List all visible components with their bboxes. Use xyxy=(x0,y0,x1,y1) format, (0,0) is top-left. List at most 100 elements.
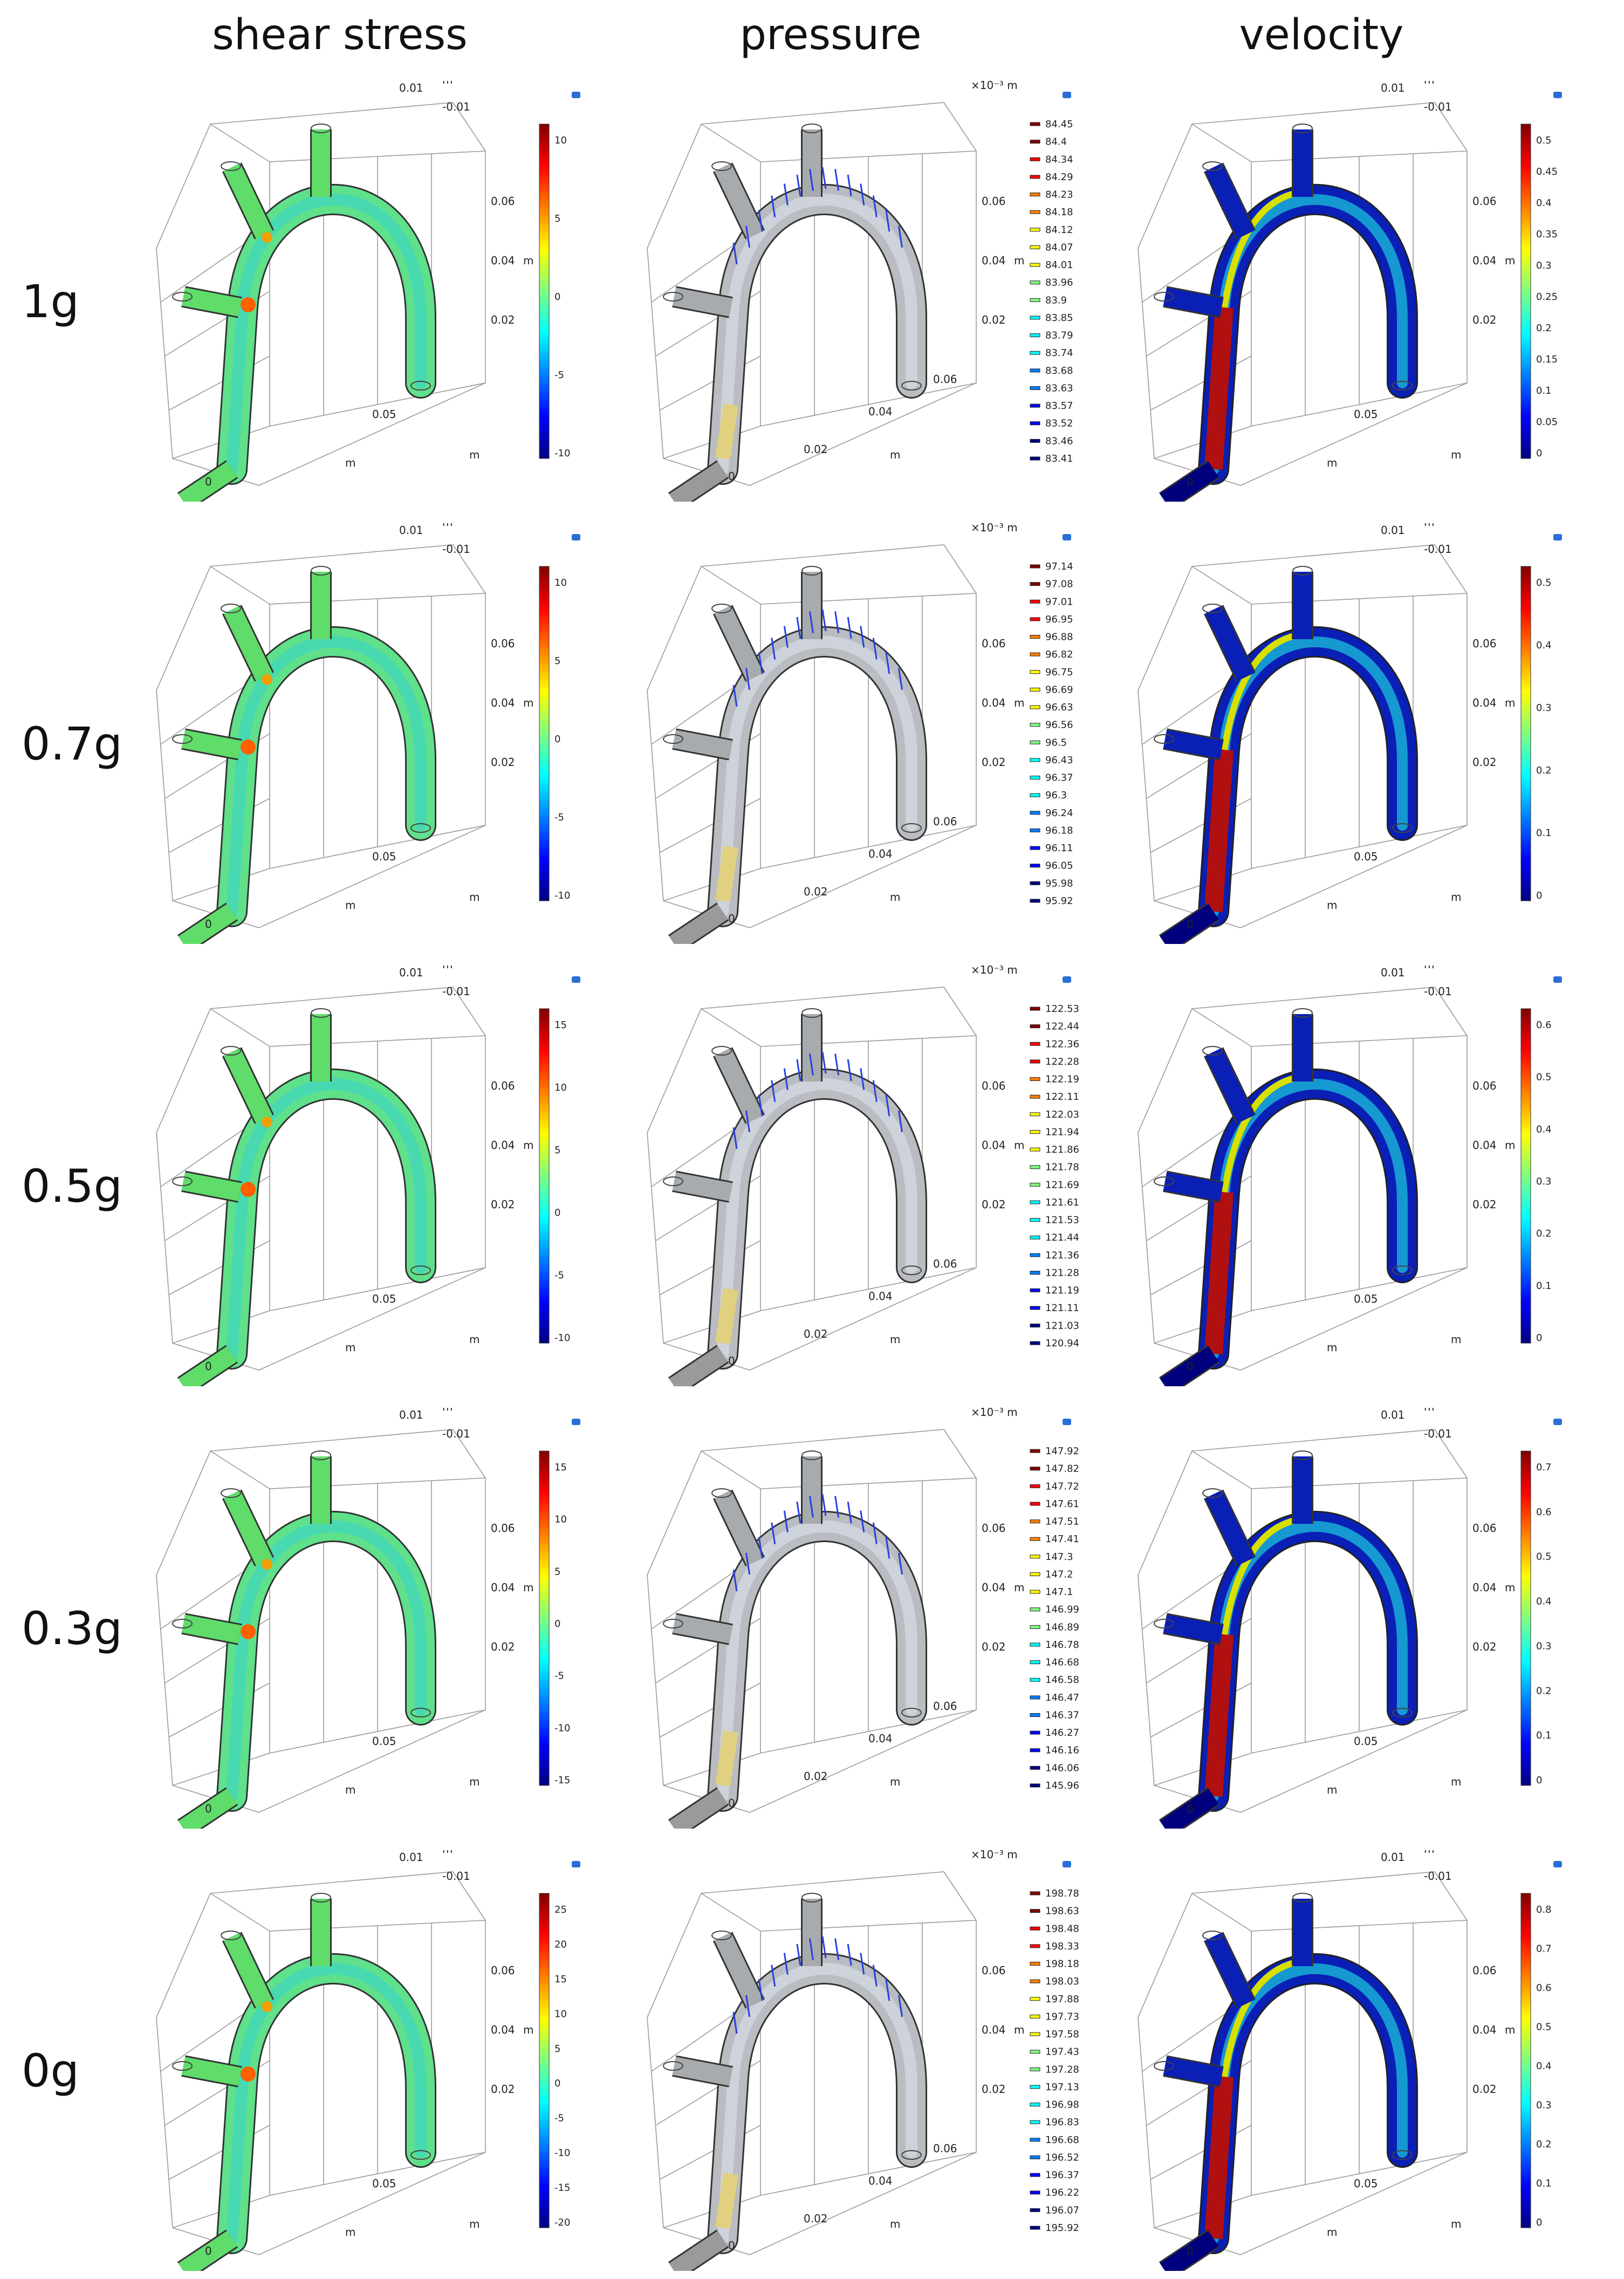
colorbar xyxy=(1520,566,1531,901)
colorbar-tick-label: 198.18 xyxy=(1045,1959,1079,1970)
colorbar-tick-label: 96.11 xyxy=(1045,843,1073,854)
axis-unit-label: m xyxy=(1014,254,1024,267)
colorbar-level xyxy=(1030,263,1040,267)
colorbar-tick-label: 147.2 xyxy=(1045,1569,1073,1580)
plot-canvas: ×10⁻³ m 0.06 0.04 0.02 m 0.06 0.04 0.02 0 m 147.92… xyxy=(647,1408,1079,1829)
plot-canvas: 0.01 -0.01 m m 0.06 0.04 0.02 m 0.05 0 m 10 5 0 -5 -10 xyxy=(156,81,580,502)
app-logo-icon xyxy=(1063,92,1071,98)
plot-panel-pressure: ×10⁻³ m 0.06 0.04 0.02 m 0.06 0.04 0.02 0 m 147.92… xyxy=(615,1408,1079,1829)
axis-tick-label: -0.01 xyxy=(1424,1427,1452,1440)
axis-unit-label: m xyxy=(442,81,453,86)
plot-canvas: 0.01 -0.01 m m 0.06 0.04 0.02 m 0.05 0 m 0.6 0.5 0.4 0… xyxy=(1138,966,1562,1386)
axis-tick-label: 0.04 xyxy=(491,1581,515,1594)
colorbar-level xyxy=(1030,1502,1040,1506)
app-logo-icon xyxy=(572,1419,580,1425)
axis-tick-label: 0 xyxy=(205,2244,212,2257)
axis-unit-label: m xyxy=(1327,1341,1337,1354)
colorbar-level xyxy=(1030,1997,1040,2001)
colorbar-tick-label: 197.43 xyxy=(1045,2047,1079,2058)
colorbar-tick-label: 84.34 xyxy=(1045,154,1073,165)
axis-tick-label: 0.05 xyxy=(1354,2177,1378,2190)
colorbar-tick-label: 198.63 xyxy=(1045,1906,1079,1917)
app-logo-icon xyxy=(572,1861,580,1867)
axis-unit-label: m xyxy=(1505,254,1515,267)
axis-unit-label: m xyxy=(523,1139,533,1152)
colorbar-level xyxy=(1030,1944,1040,1948)
colorbar-tick-label: 121.61 xyxy=(1045,1197,1079,1208)
colorbar-level xyxy=(1030,368,1040,373)
colorbar-tick-label: 122.19 xyxy=(1045,1074,1079,1085)
colorbar-tick-label: -5 xyxy=(554,1270,564,1281)
colorbar-tick-label: 0 xyxy=(554,1618,560,1630)
colorbar-level xyxy=(1030,2120,1040,2124)
colorbar-level xyxy=(1030,1607,1040,1612)
colorbar-tick-label: 84.4 xyxy=(1045,136,1067,148)
colorbar-tick-label: 0.6 xyxy=(1536,1982,1552,1994)
axis-unit-label: m xyxy=(1327,2226,1337,2239)
vessel-model xyxy=(1154,566,1418,944)
colorbar-tick-label: 83.96 xyxy=(1045,277,1073,289)
axis-unit-label: m xyxy=(345,1783,355,1796)
plot-canvas: 0.01 -0.01 m m 0.06 0.04 0.02 m 0.05 0 m 0.8 0.7 0.6 0… xyxy=(1138,1850,1562,2271)
axis-tick-label: 0 xyxy=(1187,2244,1194,2257)
plot-panel-shear: 0.01 -0.01 m m 0.06 0.04 0.02 m 0.05 0 m 10 5 0 -5 -10 xyxy=(124,523,588,944)
axis-tick-label: 0.04 xyxy=(1472,254,1497,267)
colorbar-tick-label: 198.78 xyxy=(1045,1888,1079,1899)
colorbar-tick-label: 84.07 xyxy=(1045,242,1073,253)
axis-tick-label: 0 xyxy=(728,2239,735,2252)
colorbar-level xyxy=(1030,582,1040,586)
axis-tick-label: 0.04 xyxy=(868,2174,893,2187)
plot-panel-velocity: 0.01 -0.01 m m 0.06 0.04 0.02 m 0.05 0 m 0.6 0.5 0.4 0… xyxy=(1106,966,1570,1386)
colorbar-level xyxy=(1030,1520,1040,1524)
axis-unit-label: m xyxy=(442,523,453,529)
colorbar-tick-label: 83.85 xyxy=(1045,312,1073,324)
colorbar-level xyxy=(1030,228,1040,232)
axis-unit-label: m xyxy=(890,891,900,904)
colorbar xyxy=(1520,1450,1531,1786)
column-header-velocity: velocity xyxy=(1239,11,1404,59)
app-logo-icon xyxy=(1063,1861,1071,1867)
axis-tick-label: 0.02 xyxy=(804,443,828,456)
colorbar xyxy=(539,124,550,459)
app-logo-icon xyxy=(1063,976,1071,983)
axis-tick-label: 0.06 xyxy=(933,373,957,386)
colorbar xyxy=(1030,122,1040,461)
colorbar-tick-label: 147.3 xyxy=(1045,1551,1073,1563)
vessel-model xyxy=(1154,1008,1418,1386)
axis-tick-label: 0.01 xyxy=(399,1408,423,1421)
colorbar-tick-label: 0.05 xyxy=(1536,416,1558,428)
colorbar-level xyxy=(1030,298,1040,302)
axis-tick-label: 0.04 xyxy=(491,1139,515,1152)
colorbar xyxy=(1030,564,1040,903)
colorbar-tick-label: 122.53 xyxy=(1045,1003,1079,1015)
colorbar-level xyxy=(1030,421,1040,426)
colorbar-tick-label: 84.18 xyxy=(1045,207,1073,218)
colorbar-tick-label: 0 xyxy=(1536,1775,1542,1786)
colorbar-level xyxy=(1030,1695,1040,1700)
colorbar-tick-label: 0.2 xyxy=(1536,323,1552,334)
axis-unit-label: m xyxy=(523,1581,533,1594)
axis-tick-label: -0.01 xyxy=(442,100,470,113)
colorbar-tick-label: 5 xyxy=(554,655,560,667)
colorbar-tick-label: 0.7 xyxy=(1536,1943,1552,1955)
colorbar-tick-label: 83.46 xyxy=(1045,435,1073,447)
colorbar-level xyxy=(1030,1341,1040,1345)
colorbar-tick-label: 146.47 xyxy=(1045,1692,1079,1703)
colorbar-tick-label: 96.3 xyxy=(1045,790,1067,801)
colorbar xyxy=(1030,1891,1040,2230)
colorbar-tick-label: 196.98 xyxy=(1045,2099,1079,2111)
plot-canvas: 0.01 -0.01 m m 0.06 0.04 0.02 m 0.05 0 m 15 10 5 0 -5 -1… xyxy=(156,966,580,1386)
axis-tick-label: 0 xyxy=(1187,1360,1194,1373)
colorbar-level xyxy=(1030,1748,1040,1753)
axis-tick-label: 0.04 xyxy=(491,696,515,709)
colorbar-level xyxy=(1030,1891,1040,1895)
vessel-model xyxy=(172,124,436,502)
colorbar-tick-label: 146.89 xyxy=(1045,1621,1079,1633)
colorbar-tick-label: 97.08 xyxy=(1045,579,1073,590)
app-logo-icon xyxy=(1553,92,1562,98)
axis-tick-label: 0.06 xyxy=(1472,1079,1497,1092)
colorbar-tick-label: 0 xyxy=(554,734,560,745)
colorbar-level xyxy=(1030,1182,1040,1187)
axis-tick-label: 0.04 xyxy=(868,1732,893,1745)
axis-unit-label: m xyxy=(1014,1581,1024,1594)
